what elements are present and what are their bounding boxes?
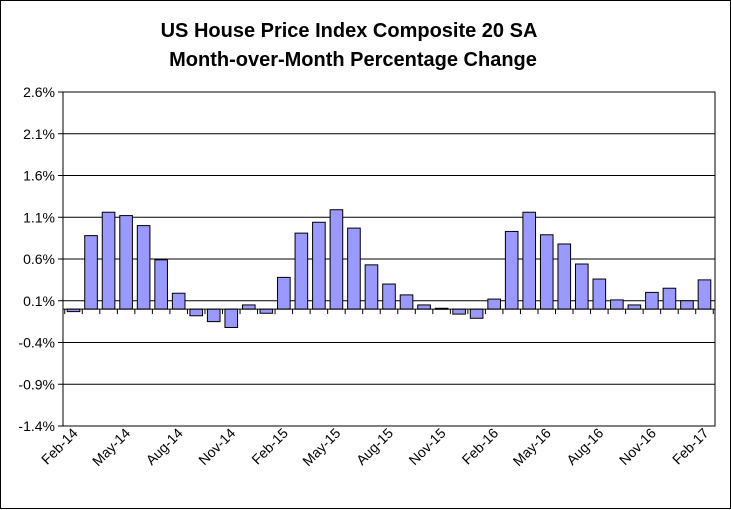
x-tick-labels: Feb-14 May-14 Aug-14 Nov-14 Feb-15 May-15 Aug-… [38,425,712,469]
y-tick-label: -1.4% [18,418,55,434]
y-tick-label: 0.6% [23,251,55,267]
x-tick-label: Nov-14 [195,425,238,468]
x-tick-label: Feb-17 [669,425,712,468]
bar-Dec-16 [662,287,677,310]
bar-May-15 [329,209,344,310]
bar-Nov-16 [645,291,659,310]
bar-Jun-16 [557,243,572,310]
y-tick-label: 1.1% [23,209,55,225]
y-tick-label: 1.6% [23,168,55,184]
bar-Sep-16 [610,299,624,310]
bar-Mar-16 [504,230,519,310]
bar-Sep-14 [189,308,204,317]
y-tick-label: 2.1% [23,126,55,142]
x-tick-label: Nov-15 [405,425,448,468]
bar-Jul-14 [154,259,168,310]
x-tick-label: Aug-14 [143,425,186,468]
bar-Jun-14 [136,225,151,310]
x-tick-label: Nov-16 [616,425,659,468]
bar-Dec-15 [452,308,466,315]
chart-title-line-2: Month-over-Month Percentage Change [169,49,537,71]
x-tick-label: Aug-15 [353,425,396,468]
bar-Feb-15 [277,276,291,310]
bar-Dec-14 [241,304,256,310]
bar-Mar-14 [84,235,98,310]
bar-Oct-16 [627,304,642,310]
x-tick-label: May-14 [89,425,133,469]
bar-Jun-15 [347,227,361,310]
x-tick-label: May-16 [510,425,554,469]
axes [63,308,715,315]
bar-Aug-14 [171,292,186,310]
bar-Apr-15 [312,221,326,310]
y-tick-label: -0.4% [18,335,55,351]
bar-Jan-17 [680,300,694,310]
bar-Oct-14 [206,308,221,323]
bar-Sep-15 [399,294,414,310]
y-tick-label: 0.1% [23,293,55,309]
bar-Feb-17 [697,279,712,310]
bar-Jul-15 [364,264,379,310]
bar-Jan-16 [469,308,484,319]
x-tick-label: May-15 [299,425,343,469]
bar-May-16 [539,234,554,310]
bar-Apr-16 [522,211,537,310]
bars [66,209,712,328]
bar-Jan-15 [259,308,274,314]
bar-Mar-15 [294,232,309,310]
bar-Oct-15 [417,304,431,310]
bar-Aug-16 [592,278,607,310]
x-tick-label: Aug-16 [563,425,606,468]
bar-Nov-14 [224,308,239,328]
bar-May-14 [119,215,133,310]
bar-Feb-16 [487,298,501,310]
y-tick-label: 2.6% [23,84,55,100]
bar-Jul-16 [574,263,589,310]
y-tick-labels: 2.6% 2.1% 1.6% 1.1% 0.6% 0.1% -0.4% -0.9% -1.4% [18,84,55,434]
bar-Aug-15 [382,283,396,310]
x-tick-label: Feb-16 [459,425,502,468]
y-tick-label: -0.9% [18,376,55,392]
chart-title-line-1: US House Price Index Composite 20 SA [161,20,538,42]
bar-Apr-14 [101,211,116,310]
x-tick-label: Feb-15 [248,425,291,468]
